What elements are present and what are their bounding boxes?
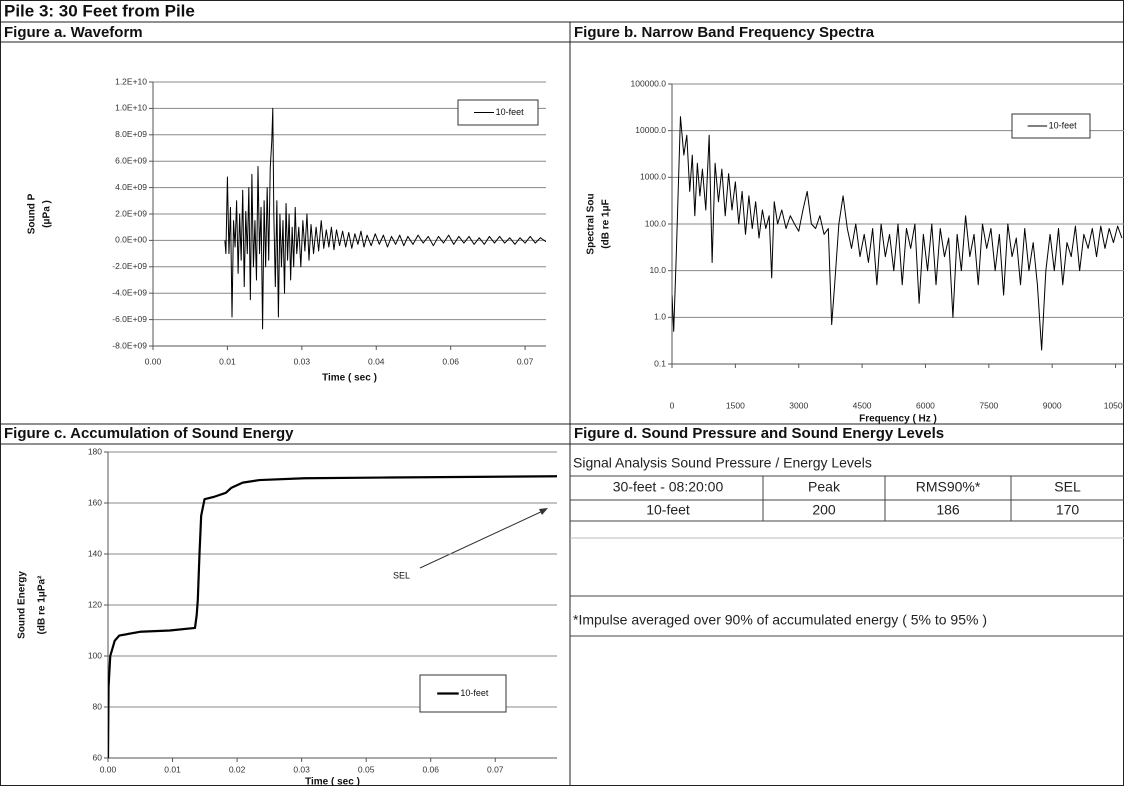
table-caption: Signal Analysis Sound Pressure / Energy … [573,455,872,471]
x-tick-label: 10500 [1104,400,1124,410]
x-tick-label: 0.05 [358,764,375,774]
table-header-cell: RMS90%* [916,479,981,495]
x-tick-label: 7500 [979,400,998,410]
y-tick-label: -8.0E+09 [112,340,147,350]
x-tick-label: 0.07 [517,356,534,366]
y-tick-label: 0.0E+00 [115,235,147,245]
x-tick-label: 0.00 [100,764,117,774]
panel-title: Figure a. Waveform [4,24,143,41]
y-tick-label: 140 [88,548,102,558]
x-tick-label: 0 [670,400,675,410]
y-tick-label: 100 [88,650,102,660]
arrow-head [539,508,548,515]
data-line [224,107,546,330]
panel-title: Figure d. Sound Pressure and Sound Energ… [574,425,944,442]
annotation-arrow [419,509,546,569]
table-cell: 200 [812,502,836,518]
x-tick-label: 0.03 [293,764,310,774]
legend-label: 10-feet [1049,120,1078,130]
y-tick-label: 180 [88,446,102,456]
annotation: SEL [393,570,410,580]
y-axis-title: (dB re 1μF [601,199,612,248]
y-axis-title: (μPa ) [42,200,53,228]
y-axis-title: Sound Energy [17,571,28,639]
y-tick-label: 1.0E+10 [115,103,147,113]
chart: -8.0E+09 -6.0E+09 -4.0E+09 -2.0E+09 0.0E+00 2… [27,76,546,384]
y-tick-label: 1.0 [654,312,666,322]
x-tick-label: 0.01 [219,356,236,366]
y-axis-title: (dB re 1μPa² [37,575,48,635]
x-axis-title: Frequency ( Hz ) [859,414,937,425]
y-tick-label: 120 [88,599,102,609]
y-axis-title: Sound P [27,193,38,234]
y-tick-label: 10000.0 [635,125,666,135]
y-tick-label: 6.0E+09 [115,155,147,165]
x-tick-label: 4500 [853,400,872,410]
y-tick-label: 160 [88,497,102,507]
legend-box [1011,113,1091,139]
x-tick-label: 0.00 [145,356,162,366]
table-footnote: *Impulse averaged over 90% of accumulate… [573,612,987,628]
data-line [672,116,1123,351]
legend-label: 10-feet [460,688,489,698]
x-tick-label: 9000 [1043,400,1062,410]
y-tick-label: 100.0 [645,218,667,228]
y-tick-label: 10.0 [649,265,666,275]
x-tick-label: 6000 [916,400,935,410]
x-tick-label: 0.07 [487,764,504,774]
y-tick-label: 100000.0 [631,78,667,88]
panel-title: Figure b. Narrow Band Frequency Spectra [574,24,875,41]
y-tick-label: 8.0E+09 [115,129,147,139]
chart: 0.1 1.0 10.0 100.0 1000.0 10000.0 100000.0 0 150… [586,78,1124,425]
data-line [108,475,557,759]
y-tick-label: -6.0E+09 [112,314,147,324]
x-tick-label: 0.03 [294,356,311,366]
chart: 60 80 100 120 140 160 180 0.00 0.01 0.02 0.03 0.05 0… [17,446,557,786]
y-tick-label: -2.0E+09 [112,261,147,271]
table-header-cell: 30-feet - 08:20:00 [613,479,724,495]
panel-title: Figure c. Accumulation of Sound Energy [4,425,294,442]
y-tick-label: -4.0E+09 [112,287,147,297]
x-tick-label: 1500 [726,400,745,410]
x-tick-label: 0.02 [229,764,246,774]
x-axis-title: Time ( sec ) [305,777,360,786]
page-title: Pile 3: 30 Feet from Pile [4,1,195,20]
legend-label: 10-feet [496,107,525,117]
table-header-cell: SEL [1054,479,1081,495]
x-tick-label: 0.06 [442,356,459,366]
x-tick-label: 3000 [789,400,808,410]
table-header-cell: Peak [808,479,841,495]
y-tick-label: 1000.0 [640,172,666,182]
table-cell: 186 [936,502,960,518]
table-cell: 10-feet [646,502,690,518]
legend-box [457,99,539,126]
x-tick-label: 0.06 [422,764,439,774]
y-tick-label: 1.2E+10 [115,76,147,86]
legend-box [419,674,507,713]
y-axis-title: Spectral Sou [586,193,597,254]
y-tick-label: 0.1 [654,358,666,368]
y-tick-label: 2.0E+09 [115,208,147,218]
x-tick-label: 0.04 [368,356,385,366]
y-tick-label: 60 [93,752,103,762]
x-axis-title: Time ( sec ) [322,373,377,384]
x-tick-label: 0.01 [164,764,181,774]
table-grid [570,475,1124,637]
y-tick-label: 4.0E+09 [115,182,147,192]
table-cell: 170 [1056,502,1080,518]
y-tick-label: 80 [93,701,103,711]
